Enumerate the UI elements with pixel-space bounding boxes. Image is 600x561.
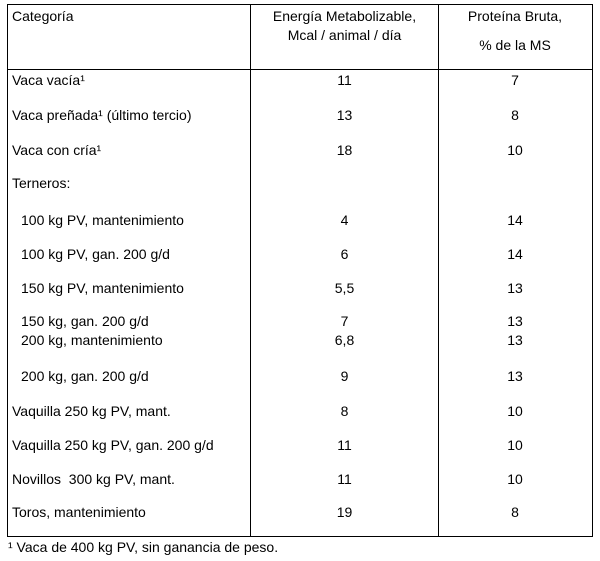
- category-cell: Vaca vacía¹: [12, 71, 85, 88]
- table-row: Vaquilla 250 kg PV, gan. 200 g/d 11 10: [8, 437, 592, 454]
- category-cell: Vaquilla 250 kg PV, mant.: [12, 402, 171, 419]
- protein-cell: [438, 175, 592, 192]
- header-line-energy-2: Mcal / animal / día: [287, 27, 402, 43]
- category-cell: 100 kg PV, mantenimiento: [21, 211, 184, 228]
- protein-cell: 13: [507, 279, 523, 296]
- category-cell: Vaquilla 250 kg PV, gan. 200 g/d: [12, 436, 214, 453]
- protein-cell: 14: [507, 211, 523, 228]
- table-body: Vaca vacía¹ 11 7 Vaca preñada¹ (último t…: [8, 70, 592, 521]
- table-row: 150 kg, gan. 200 g/d 7 13: [8, 313, 592, 330]
- table-row: Vaca vacía¹ 11 7: [8, 72, 592, 89]
- protein-cell: 13: [507, 367, 523, 384]
- protein-cell: 10: [507, 436, 523, 453]
- table-row: 100 kg PV, mantenimiento 4 14: [8, 212, 592, 229]
- table-row: 200 kg, mantenimiento 6,8 13: [8, 332, 592, 349]
- category-cell: Vaca con cría¹: [12, 141, 102, 158]
- energy-cell: 9: [340, 367, 349, 384]
- energy-cell: 11: [337, 436, 352, 453]
- energy-cell: 7: [340, 312, 349, 329]
- footnote: ¹ Vaca de 400 kg PV, sin ganancia de pes…: [8, 539, 279, 555]
- protein-cell: 13: [507, 312, 523, 329]
- header-line-protein-1: Proteína Bruta,: [467, 8, 563, 24]
- protein-cell: 14: [507, 245, 523, 262]
- column-header-energia: Energía Metabolizable, Mcal / animal / d…: [251, 5, 438, 69]
- table-row: Toros, mantenimiento 19 8: [8, 504, 592, 521]
- energy-cell: 19: [336, 503, 353, 520]
- protein-cell: 10: [507, 470, 523, 487]
- protein-cell: 8: [511, 503, 519, 520]
- column-header-categoria: Categoría: [12, 8, 74, 24]
- protein-cell: 8: [511, 106, 519, 123]
- protein-cell: 13: [507, 331, 523, 348]
- header-line-energy-1: Energía Metabolizable,: [272, 8, 417, 24]
- table-row: Novillos 300 kg PV, mant. 11 10: [8, 471, 592, 488]
- column-header-proteina: Proteína Bruta, % de la MS: [438, 5, 592, 69]
- energy-cell: [251, 175, 438, 192]
- protein-cell: 10: [507, 402, 523, 419]
- table-row: 200 kg, gan. 200 g/d 9 13: [8, 368, 592, 385]
- table-row: Vaca con cría¹ 18 10: [8, 142, 592, 159]
- energy-cell: 6,8: [334, 331, 355, 348]
- table-row: 150 kg PV, mantenimiento 5,5 13: [8, 280, 592, 297]
- energy-cell: 5,5: [334, 279, 355, 296]
- energy-cell: 4: [340, 211, 349, 228]
- header-line-protein-2: % de la MS: [479, 37, 551, 53]
- category-cell: 200 kg, mantenimiento: [21, 331, 163, 348]
- column-divider: [249, 5, 251, 536]
- category-cell: Novillos 300 kg PV, mant.: [12, 470, 175, 487]
- category-cell: 200 kg, gan. 200 g/d: [21, 367, 149, 384]
- protein-cell: 10: [507, 141, 523, 158]
- category-cell: 150 kg PV, mantenimiento: [21, 279, 184, 296]
- table-row: Vaquilla 250 kg PV, mant. 8 10: [8, 403, 592, 420]
- table-row: Vaca preñada¹ (último tercio) 13 8: [8, 107, 592, 124]
- energy-cell: 8: [340, 402, 349, 419]
- category-cell: Terneros:: [12, 174, 71, 191]
- table-header-row: Categoría Energía Metabolizable, Mcal / …: [8, 5, 592, 70]
- category-cell: 100 kg PV, gan. 200 g/d: [21, 245, 170, 262]
- energy-cell: 18: [336, 141, 353, 158]
- category-cell: 150 kg, gan. 200 g/d: [21, 312, 149, 329]
- column-divider: [437, 5, 439, 536]
- energy-cell: 6: [340, 245, 349, 262]
- category-cell: Toros, mantenimiento: [12, 503, 146, 520]
- energy-cell: 13: [336, 106, 353, 123]
- nutrition-table: Categoría Energía Metabolizable, Mcal / …: [7, 4, 593, 537]
- energy-cell: 11: [337, 71, 352, 88]
- category-cell: Vaca preñada¹ (último tercio): [12, 106, 192, 123]
- protein-cell: 7: [511, 71, 519, 88]
- table-row: Terneros:: [8, 175, 592, 192]
- table-row: 100 kg PV, gan. 200 g/d 6 14: [8, 246, 592, 263]
- energy-cell: 11: [337, 470, 352, 487]
